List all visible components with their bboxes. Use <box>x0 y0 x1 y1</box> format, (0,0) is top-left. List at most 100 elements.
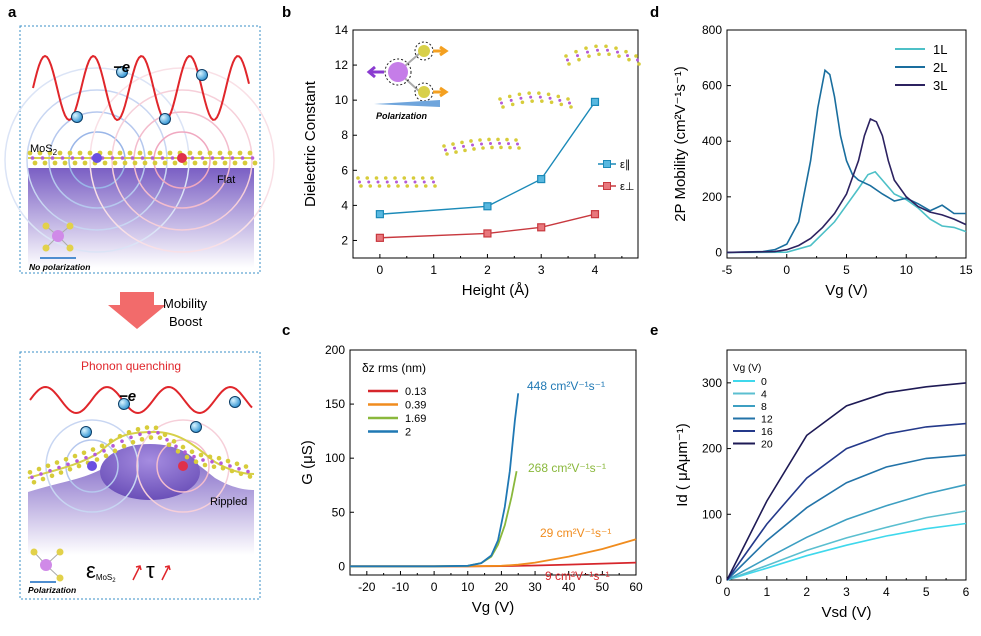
flat-label: Flat <box>217 174 235 186</box>
x-tick-label: 60 <box>629 580 643 594</box>
y-tick-label: 200 <box>325 343 345 357</box>
polarization-inset-b: Polarization <box>366 41 449 121</box>
rippled-panel-frame <box>19 351 261 600</box>
legend-label: 0 <box>761 376 767 388</box>
data-point <box>483 229 492 238</box>
panel-label-c: c <box>282 322 290 339</box>
legend-label: 12 <box>761 414 773 426</box>
y-tick-label: 100 <box>702 507 722 521</box>
y-tick-label: 400 <box>702 134 722 148</box>
series-line <box>726 522 967 581</box>
data-point <box>483 202 492 211</box>
negative-charge-rippled-icon <box>87 461 97 471</box>
series-line <box>726 510 967 581</box>
x-tick-label: 6 <box>963 585 970 599</box>
y-tick-label: 0 <box>715 573 722 587</box>
molecule-inset-rippled <box>30 548 64 583</box>
legend-label: 8 <box>761 401 767 413</box>
legend-label: 4 <box>761 389 767 401</box>
y-axis-label: Dielectric Constant <box>302 80 319 207</box>
series-line <box>726 422 967 581</box>
y-tick-label: 800 <box>702 23 722 37</box>
x-axis-label: Vg (V) <box>825 282 868 299</box>
positive-charge-icon <box>177 153 187 163</box>
series-line <box>726 483 967 581</box>
chart-c-conductance: -20 -10 0 10 20 30 40 50 60 0 50 100 150 200 Vg (V) G (… <box>299 343 643 616</box>
x-tick-label: 40 <box>562 580 576 594</box>
y-tick-label: 0 <box>338 559 345 573</box>
phonon-wave-rippled <box>29 385 253 415</box>
series-line <box>379 101 596 215</box>
x-tick-label: -20 <box>358 580 376 594</box>
y-tick-label: 200 <box>702 442 722 456</box>
panel-a: a −e MoS <box>4 4 275 600</box>
x-tick-label: 50 <box>596 580 610 594</box>
series-line <box>350 393 520 568</box>
data-point <box>537 174 546 184</box>
data-point <box>375 210 384 219</box>
y-tick-label: 14 <box>335 23 349 37</box>
series-line <box>726 117 967 254</box>
series-line <box>726 68 966 254</box>
y-tick-label: 300 <box>702 376 722 390</box>
x-tick-label: 0 <box>724 585 731 599</box>
series-line <box>726 170 967 254</box>
mos2-lattice-rippled <box>27 430 255 479</box>
panel-label-a: a <box>8 4 17 21</box>
no-polarization-label: No polarization <box>29 262 90 272</box>
y-tick-label: 50 <box>332 505 346 519</box>
y-tick-label: 0 <box>715 245 722 259</box>
ripple-bump <box>100 444 200 500</box>
mobility-annotation: 268 cm²V⁻¹s⁻¹ <box>528 461 606 475</box>
x-tick-label: 2 <box>484 263 491 277</box>
x-tick-label: 0 <box>377 263 384 277</box>
y-tick-label: 150 <box>325 397 345 411</box>
material-label: MoS2 <box>30 143 58 157</box>
molecule-inset-flat <box>40 222 76 259</box>
mobility-label: Mobility <box>163 296 208 311</box>
x-tick-label: 4 <box>592 263 599 277</box>
x-axis-label: Vsd (V) <box>821 604 871 621</box>
y-tick-label: 100 <box>325 451 345 465</box>
series-line <box>350 471 518 568</box>
tau-symbol: τ <box>146 558 155 583</box>
legend-label: ε∥ <box>620 159 630 171</box>
panel-label-d: d <box>650 4 659 21</box>
y-axis-label: 2P Mobility (cm²V⁻¹s⁻¹) <box>672 66 689 222</box>
mobility-boost-arrow-icon <box>108 292 166 329</box>
series-line <box>726 382 967 581</box>
x-axis-label: Height (Å) <box>462 282 530 299</box>
data-point <box>590 210 600 219</box>
series-line <box>379 213 596 239</box>
legend-label: 3L <box>933 78 947 93</box>
mos2-lattice-flat <box>27 150 258 166</box>
legend-label: ε⊥ <box>620 181 635 193</box>
x-tick-label: 4 <box>883 585 890 599</box>
y-axis-label: Id ( μAμm⁻¹) <box>674 423 691 507</box>
x-tick-label: 1 <box>763 585 770 599</box>
electrons-flat <box>71 66 208 125</box>
plot-frame <box>352 29 639 259</box>
electron-label-rippled: −e <box>119 388 136 405</box>
x-tick-label: 1 <box>430 263 437 277</box>
plot-frame <box>726 29 967 259</box>
legend-label: 0.39 <box>405 400 426 412</box>
phonon-quenching-title: Phonon quenching <box>81 359 181 373</box>
mobility-annotation: 29 cm²V⁻¹s⁻¹ <box>540 526 611 540</box>
panel-label-b: b <box>282 4 291 21</box>
x-tick-label: 5 <box>843 263 850 277</box>
data-point <box>537 223 546 232</box>
series-line <box>726 454 967 581</box>
y-tick-label: 10 <box>335 93 349 107</box>
y-tick-label: 12 <box>335 58 349 72</box>
epsilon-up-arrow-icon <box>132 565 142 581</box>
legend-label: 16 <box>761 426 773 438</box>
plot-frame <box>349 349 637 576</box>
legend-title: Vg (V) <box>733 363 761 374</box>
x-tick-label: 30 <box>528 580 542 594</box>
x-tick-label: -5 <box>722 263 733 277</box>
x-axis-label: Vg (V) <box>472 599 515 616</box>
